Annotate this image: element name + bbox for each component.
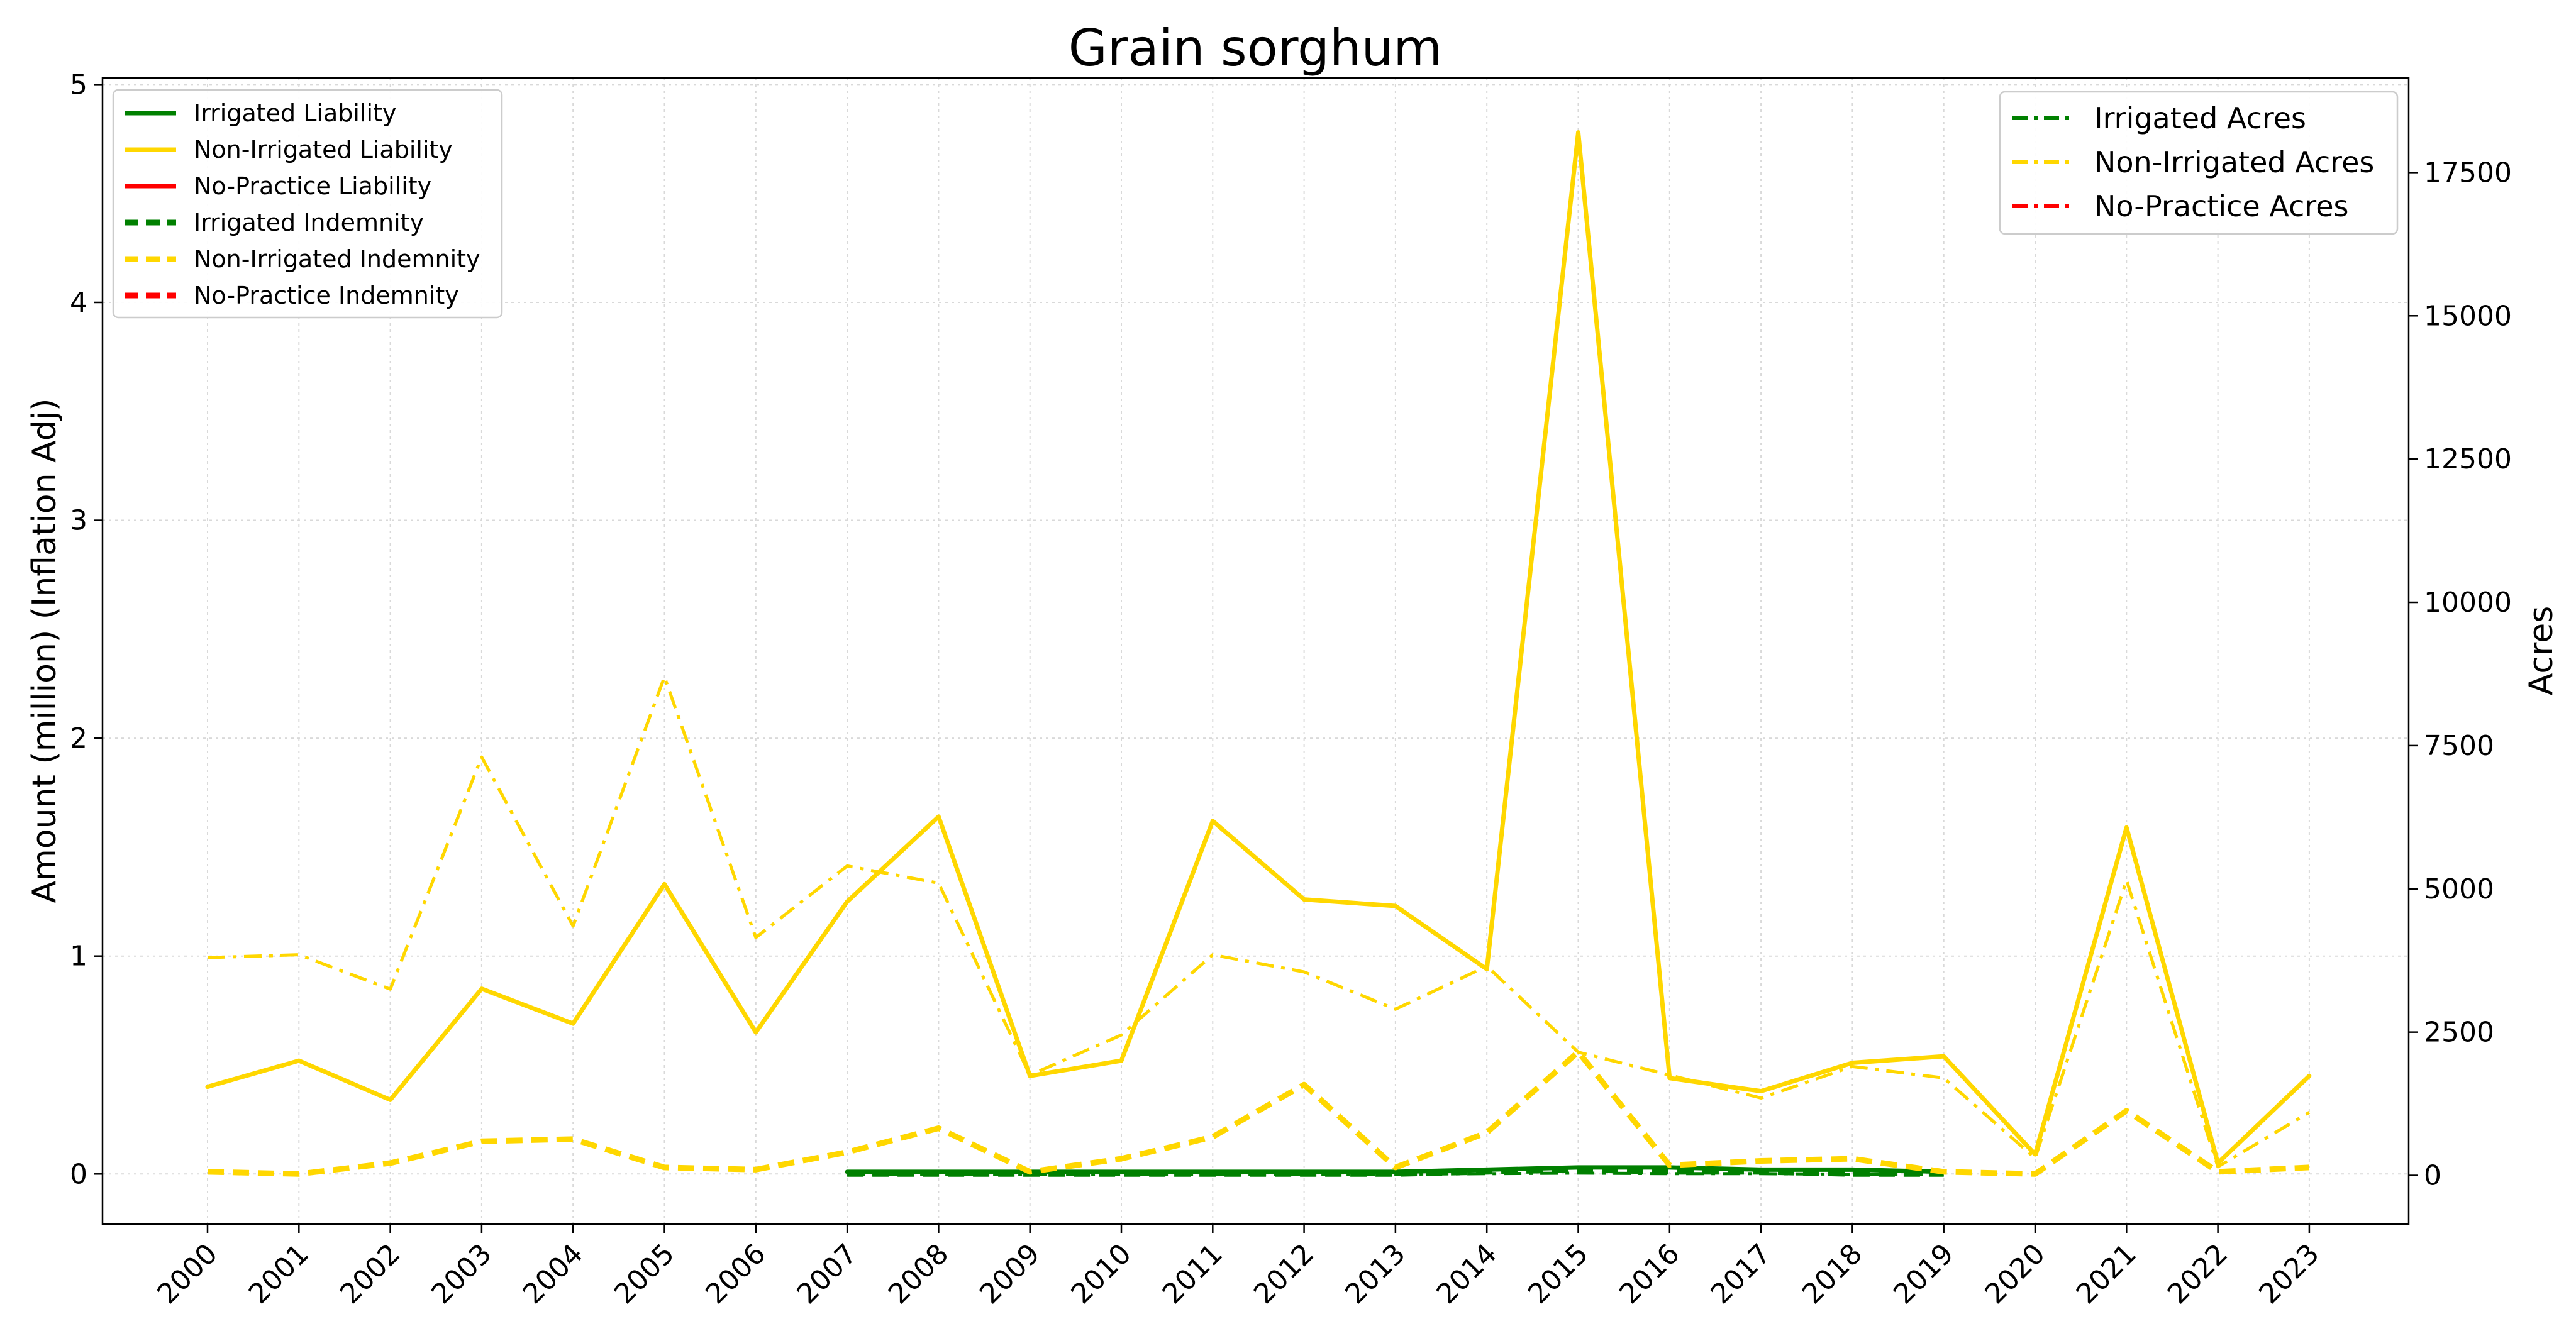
x-tick-label: 2022	[2162, 1238, 2234, 1310]
legend-right-box	[1999, 91, 2399, 235]
x-tick-label: 2013	[1339, 1238, 1411, 1310]
y2-tick-label: 0	[2424, 1160, 2441, 1192]
y2-tick-label: 5000	[2424, 873, 2494, 905]
x-tick-label: 2023	[2253, 1238, 2325, 1310]
x-tick-label: 2011	[1157, 1238, 1229, 1310]
legend-right: Irrigated Acres Non-Irrigated Acres No-Pra…	[1999, 91, 2399, 235]
legend-entry-label: No-Practice Acres	[2094, 189, 2348, 223]
x-tick-label: 2003	[425, 1238, 497, 1310]
x-tick-label: 2004	[517, 1238, 589, 1310]
y2-axis-label: Acres	[2523, 606, 2560, 696]
legend-entry-label: No-Practice Indemnity	[194, 282, 459, 309]
y2-tick-label: 12500	[2424, 443, 2512, 475]
x-tick-label: 2021	[2070, 1238, 2143, 1310]
legend-entry-label: No-Practice Liability	[194, 172, 431, 200]
x-tick-label: 2020	[1979, 1238, 2051, 1310]
x-tick-label: 2019	[1887, 1238, 1960, 1310]
x-tick-label: 2005	[608, 1238, 680, 1310]
y-tick-label: 3	[70, 505, 87, 537]
chart-title: Grain sorghum	[1069, 19, 1443, 77]
legend-entry-label: Irrigated Acres	[2094, 101, 2306, 135]
legend-entry-label: Non-Irrigated Acres	[2094, 145, 2374, 179]
legend-entry-label: Irrigated Indemnity	[194, 209, 424, 236]
x-tick-label: 2017	[1705, 1238, 1777, 1310]
legend-entry-label: Non-Irrigated Liability	[194, 136, 453, 163]
x-tick-label: 2000	[152, 1238, 224, 1310]
x-tick-label: 2010	[1065, 1238, 1138, 1310]
y-tick-label: 4	[70, 287, 87, 319]
plot-frame	[101, 77, 2410, 1225]
y-tick-label: 2	[70, 722, 87, 754]
y2-tick-label: 15000	[2424, 300, 2512, 332]
y-tick-label: 1	[70, 941, 87, 973]
y2-tick-label: 17500	[2424, 157, 2512, 189]
y-axis-label: Amount (million) (Inflation Adj)	[26, 399, 64, 903]
legend-left-box	[112, 89, 503, 319]
x-tick-label: 2006	[699, 1238, 772, 1310]
x-tick-label: 2008	[882, 1238, 955, 1310]
x-tick-label: 2016	[1613, 1238, 1685, 1310]
series-line-non-irrigated-liability	[205, 130, 2312, 1166]
series-line-non-irrigated-acres	[207, 675, 2311, 1169]
series-layer	[205, 130, 2312, 1177]
x-tick-label: 2007	[791, 1238, 863, 1310]
legend-entry-label: Irrigated Liability	[194, 99, 396, 127]
x-tick-label: 2015	[1522, 1238, 1594, 1310]
y2-tick-label: 10000	[2424, 587, 2512, 619]
x-tick-label: 2018	[1796, 1238, 1868, 1310]
x-tick-label: 2012	[1248, 1238, 1320, 1310]
y-tick-label: 0	[70, 1158, 87, 1190]
series-line-non-irrigated-indemnity	[207, 1049, 2310, 1177]
x-tick-label: 2002	[334, 1238, 406, 1310]
x-tick-label: 2009	[974, 1238, 1046, 1310]
y-tick-label: 5	[70, 69, 87, 101]
x-tick-label: 2001	[243, 1238, 315, 1310]
legend-entry-label: Non-Irrigated Indemnity	[194, 245, 480, 273]
legend-left: Irrigated Liability Non-Irrigated Liabili…	[112, 89, 503, 319]
x-tick-label: 2014	[1431, 1238, 1503, 1310]
y2-tick-label: 7500	[2424, 730, 2494, 762]
y2-tick-label: 2500	[2424, 1017, 2494, 1049]
